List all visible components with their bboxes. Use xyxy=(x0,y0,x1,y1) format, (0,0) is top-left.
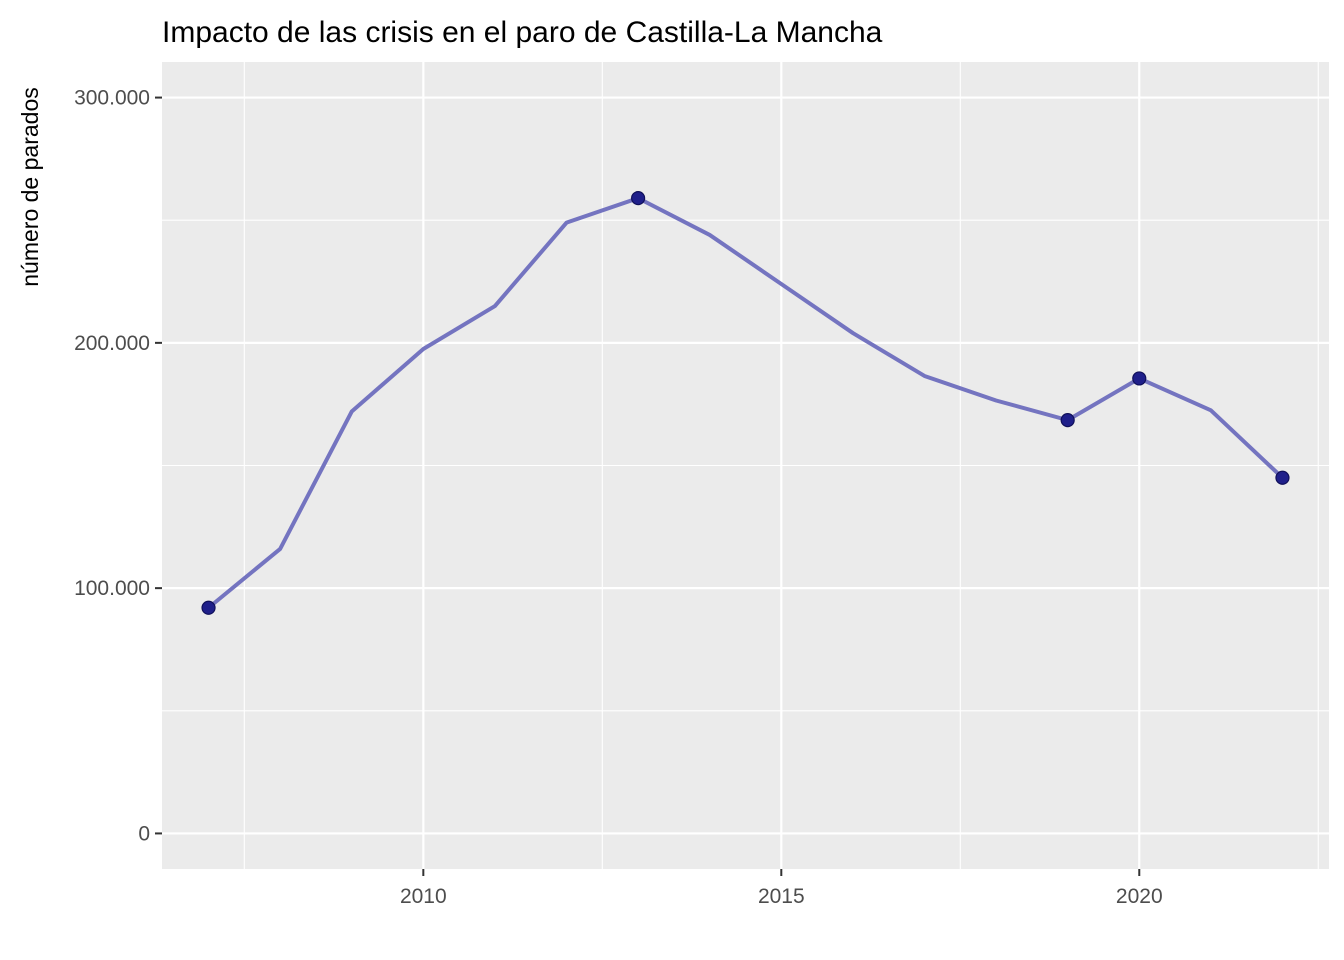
minor-gridlines xyxy=(162,62,1329,869)
data-point xyxy=(1060,413,1075,428)
x-axis: 2010 2015 2020 xyxy=(400,869,1163,908)
y-axis-label: número de parados xyxy=(17,87,43,286)
y-tick-label: 200.000 xyxy=(74,332,150,355)
data-point xyxy=(1132,371,1147,386)
x-tick-label: 2015 xyxy=(758,885,805,908)
major-gridlines xyxy=(162,62,1329,869)
data-point xyxy=(201,600,216,615)
series-line xyxy=(207,196,1284,610)
y-axis: 0 100.000 200.000 300.000 xyxy=(74,87,162,845)
data-points xyxy=(201,191,1290,615)
x-tick-label: 2020 xyxy=(1116,885,1163,908)
chart-title: Impacto de las crisis en el paro de Cast… xyxy=(162,16,883,49)
y-tick-label: 300.000 xyxy=(74,87,150,110)
data-point xyxy=(631,191,646,206)
y-tick-label: 0 xyxy=(138,822,150,845)
y-tick-label: 100.000 xyxy=(74,577,150,600)
series-line-group xyxy=(207,196,1284,610)
x-tick-label: 2010 xyxy=(400,885,447,908)
data-point xyxy=(1275,470,1290,485)
